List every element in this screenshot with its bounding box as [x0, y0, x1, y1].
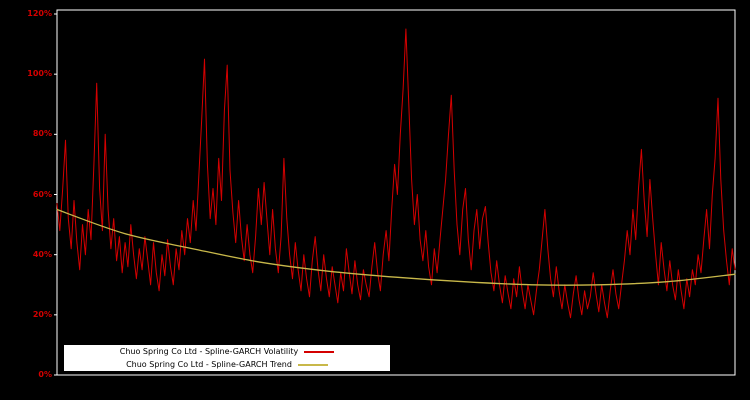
series-volatility-line: [56, 28, 736, 319]
legend-line-sample-volatility: [304, 350, 335, 353]
y-axis-tick-label: 80%: [32, 129, 52, 139]
y-axis-tick-label: 120%: [27, 9, 52, 18]
legend-label-volatility: Chuo Spring Co Ltd - Spline-GARCH Volati…: [119, 347, 299, 356]
y-axis-tick-label: 40%: [32, 249, 52, 259]
series-trend-line: [56, 208, 736, 286]
y-axis-tick-label: 20%: [32, 309, 52, 319]
plot-frame: [56, 9, 736, 376]
y-axis-tick-label: 100%: [27, 69, 52, 79]
legend-item-volatility: Chuo Spring Co Ltd - Spline-GARCH Volati…: [64, 346, 390, 358]
y-axis-tick-label: 0%: [38, 370, 52, 379]
legend-item-trend: Chuo Spring Co Ltd - Spline-GARCH Trend: [64, 359, 390, 371]
chart-legend: Chuo Spring Co Ltd - Spline-GARCH Volati…: [64, 345, 390, 371]
legend-line-sample-trend: [297, 363, 328, 366]
legend-label-trend: Chuo Spring Co Ltd - Spline-GARCH Trend: [126, 360, 292, 369]
y-axis-tick-label: 60%: [32, 189, 52, 199]
